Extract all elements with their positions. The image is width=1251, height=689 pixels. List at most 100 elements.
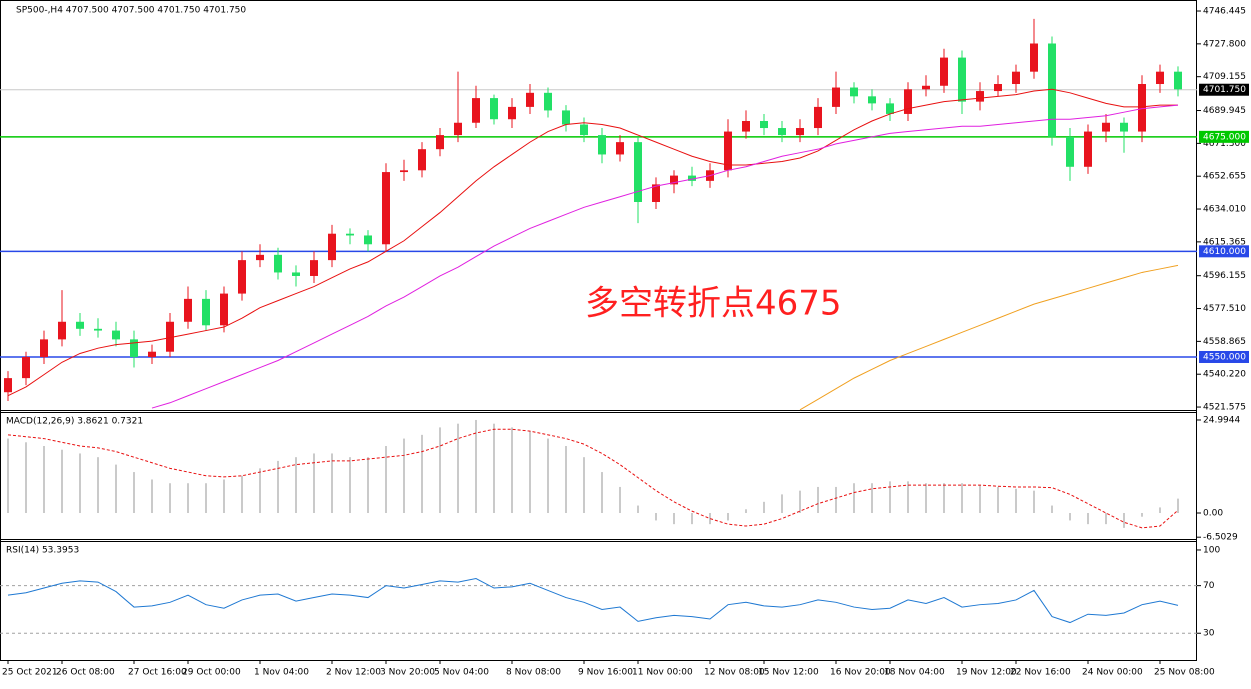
x-tick-label: 11 Nov 00:00 — [632, 668, 693, 678]
x-tick-label: 16 Nov 20:00 — [830, 668, 891, 678]
candle-body — [886, 103, 894, 114]
x-tick-label: 26 Oct 08:00 — [56, 668, 115, 678]
candle-body — [1102, 122, 1110, 132]
candle-body — [220, 293, 228, 326]
candle-body — [760, 120, 768, 129]
annotation: 多空转折点4675 — [585, 284, 842, 324]
candle-body — [472, 98, 480, 123]
rsi-title: RSI(14) 53.3953 — [6, 546, 79, 556]
level-label: 4550.000 — [1203, 352, 1246, 362]
candle-body — [1174, 71, 1182, 90]
indicator-line — [7, 577, 1179, 624]
candle-body — [454, 122, 462, 136]
x-tick-label: 18 Nov 04:00 — [884, 668, 945, 678]
candle-body — [958, 57, 966, 102]
y-tick-label: 30 — [1203, 629, 1215, 639]
x-tick-label: 8 Nov 08:00 — [506, 668, 561, 678]
candle-body — [274, 254, 282, 273]
level-label-box — [1199, 350, 1249, 363]
macd-title: MACD(12,26,9) 3.8621 0.7321 — [6, 417, 143, 427]
y-tick-label: 4727.800 — [1203, 39, 1246, 49]
candle-body — [778, 128, 786, 136]
candle-body — [508, 106, 516, 120]
candle-body — [1120, 122, 1128, 132]
level-label-box — [1199, 245, 1249, 258]
y-tick-label: 4521.575 — [1203, 403, 1246, 413]
x-tick-label: 2 Nov 12:00 — [326, 668, 381, 678]
y-tick-label: 4540.220 — [1203, 370, 1246, 380]
candle-body — [544, 92, 552, 111]
candle-body — [940, 57, 948, 86]
candle-body — [562, 110, 570, 125]
candle-body — [904, 89, 912, 114]
x-tick-label: 29 Oct 00:00 — [182, 668, 241, 678]
candle-body — [1084, 131, 1092, 167]
candle-body — [850, 87, 858, 97]
x-tick-label: 12 Nov 08:00 — [704, 668, 765, 678]
level-label: 4675.000 — [1203, 132, 1246, 142]
candle-body — [4, 378, 12, 393]
candle-body — [382, 172, 390, 245]
x-tick-label: 24 Nov 00:00 — [1082, 668, 1143, 678]
x-tick-label: 25 Nov 08:00 — [1154, 668, 1215, 678]
x-tick-label: 27 Oct 16:00 — [128, 668, 187, 678]
candle-body — [796, 128, 804, 136]
candle-body — [688, 175, 696, 181]
indicator-line — [799, 264, 1179, 411]
candle-body — [1066, 136, 1074, 167]
candle-body — [1156, 71, 1164, 85]
candle-body — [976, 91, 984, 102]
y-tick-label: 70 — [1203, 581, 1215, 591]
indicator-line — [151, 104, 1179, 409]
candle-body — [292, 272, 300, 276]
level-label-box — [1199, 130, 1249, 143]
y-tick-label: 24.9944 — [1203, 415, 1240, 425]
candle-body — [22, 356, 30, 379]
candle-body — [148, 351, 156, 357]
x-tick-label: 25 Oct 2021 — [2, 668, 58, 678]
candle-body — [328, 233, 336, 261]
x-tick-label: 5 Nov 04:00 — [434, 668, 489, 678]
candle-body — [634, 142, 642, 203]
candle-body — [526, 92, 534, 107]
x-tick-label: 22 Nov 16:00 — [1010, 668, 1071, 678]
y-tick-label: 4596.155 — [1203, 271, 1246, 281]
y-tick-label: 4709.155 — [1203, 72, 1246, 82]
x-tick-label: 3 Nov 20:00 — [380, 668, 435, 678]
candle-body — [922, 85, 930, 90]
candle-body — [94, 328, 102, 331]
candle-body — [490, 98, 498, 120]
level-label: 4610.000 — [1203, 247, 1246, 257]
candle-body — [418, 149, 426, 171]
y-tick-label: 4577.510 — [1203, 304, 1246, 314]
y-tick-label: 4671.300 — [1203, 139, 1246, 149]
candle-body — [1138, 84, 1146, 132]
candle-body — [346, 233, 354, 236]
candle-body — [670, 175, 678, 185]
candle-body — [256, 254, 264, 261]
candle-body — [40, 339, 48, 357]
x-tick-label: 15 Nov 12:00 — [758, 668, 819, 678]
x-tick-label: 9 Nov 16:00 — [578, 668, 633, 678]
y-tick-label: 0.00 — [1203, 508, 1223, 518]
candle-body — [310, 260, 318, 276]
candle-body — [616, 142, 624, 155]
candle-body — [994, 84, 1002, 92]
candle-body — [1030, 43, 1038, 72]
chart-title: SP500-,H4 4707.500 4707.500 4701.750 470… — [16, 6, 246, 16]
candle-body — [742, 120, 750, 132]
candle-body — [1048, 43, 1056, 137]
candle-body — [1012, 71, 1020, 85]
candle-body — [58, 321, 66, 340]
y-tick-label: 4652.655 — [1203, 172, 1246, 182]
candle-body — [652, 184, 660, 203]
level-label-box — [1199, 83, 1249, 96]
candle-body — [580, 124, 588, 136]
candle-body — [400, 170, 408, 173]
indicator-line — [7, 88, 1178, 397]
x-tick-label: 1 Nov 04:00 — [254, 668, 309, 678]
level-label: 4701.750 — [1203, 85, 1246, 95]
candle-body — [814, 106, 822, 129]
y-tick-label: -6.5029 — [1203, 533, 1238, 543]
